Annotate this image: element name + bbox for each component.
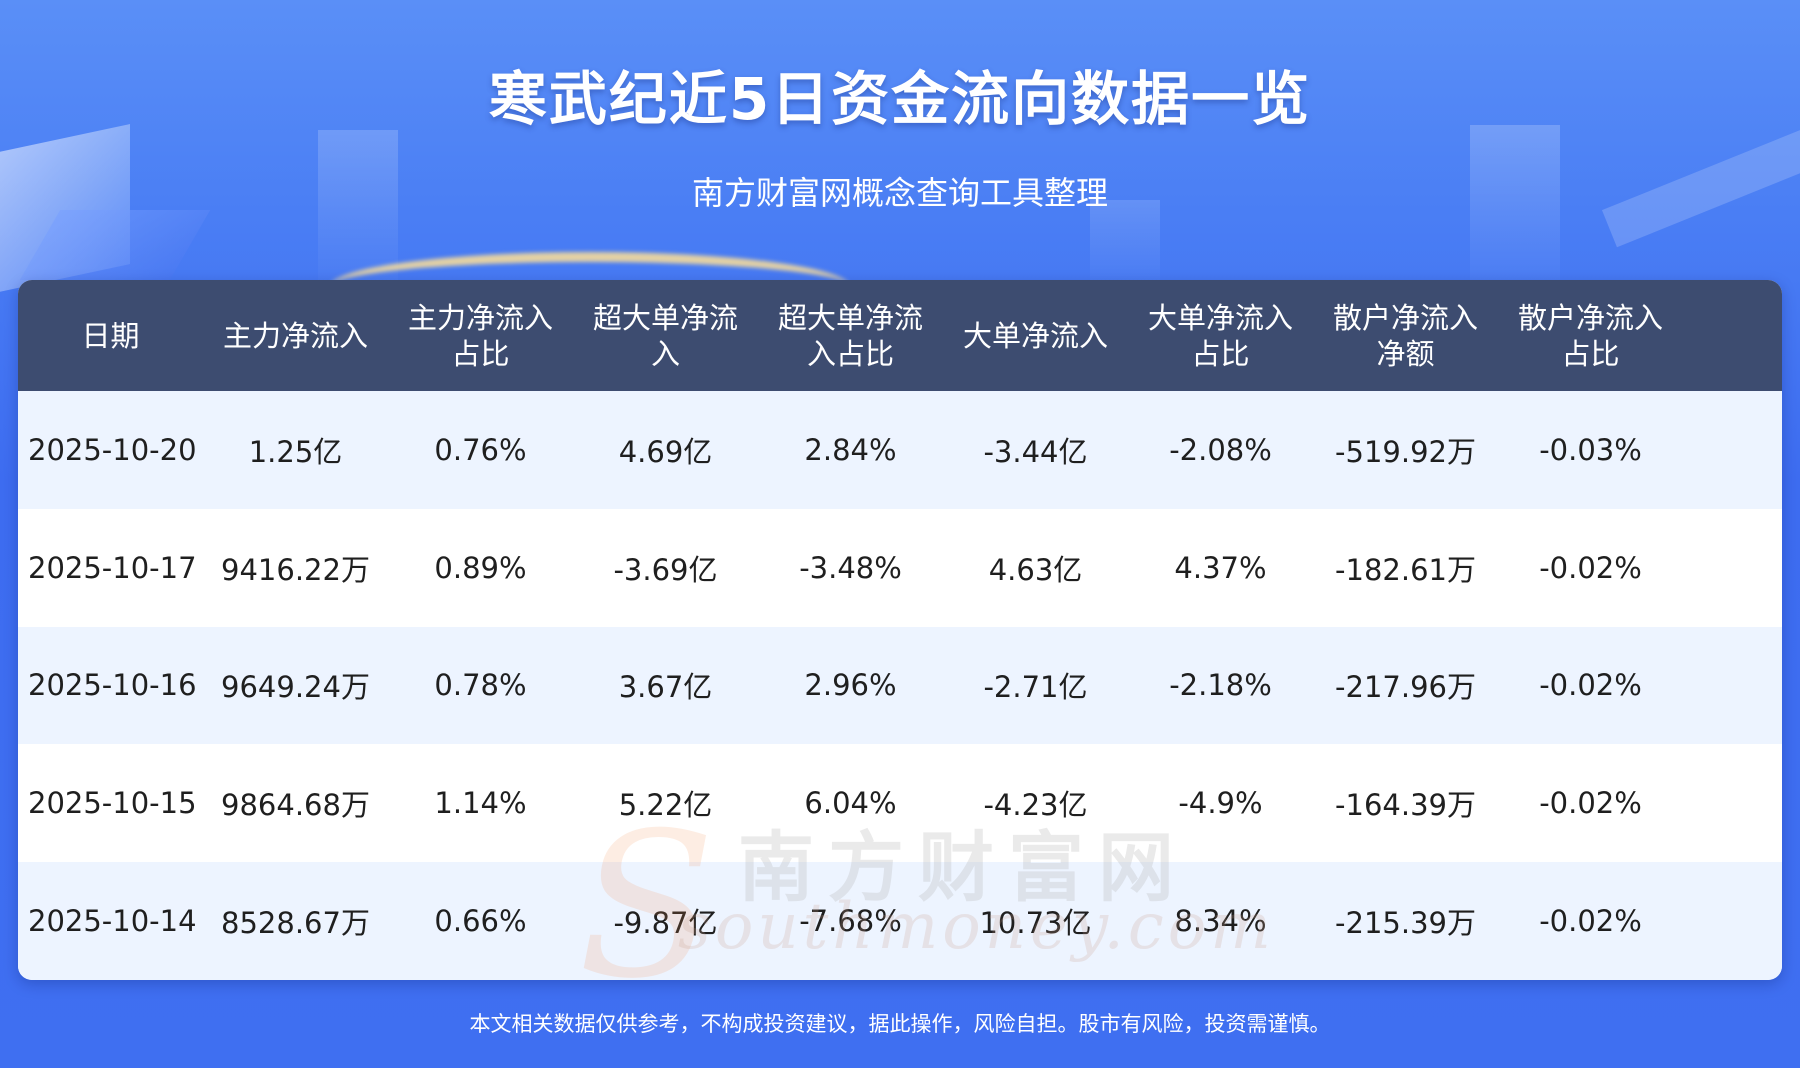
cell-date: 2025-10-20 <box>28 432 197 467</box>
table-row: 2025-10-20 1.25亿 0.76% 4.69亿 2.84% -3.44… <box>18 391 1782 509</box>
cell-large-net-inflow: 10.73亿 <box>979 906 1092 941</box>
cell-large-net-inflow-ratio: -4.9% <box>1178 786 1263 821</box>
cell-super-large-net-inflow: -9.87亿 <box>613 906 718 941</box>
cell-date: 2025-10-14 <box>28 904 197 939</box>
cell-retail-net-inflow-amount: -215.39万 <box>1335 906 1476 941</box>
table-row: 2025-10-15 9864.68万 1.14% 5.22亿 6.04% -4… <box>18 744 1782 863</box>
cell-large-net-inflow: 4.63亿 <box>988 552 1083 587</box>
cell-large-net-inflow-ratio: 8.34% <box>1174 904 1267 939</box>
page-title: 寒武纪近5日资金流向数据一览 <box>488 65 1312 133</box>
cell-retail-net-inflow-ratio: -0.02% <box>1539 550 1642 585</box>
header-super-large-net-inflow-ratio: 超大单净流入占比 <box>777 300 923 371</box>
cell-retail-net-inflow-ratio: -0.02% <box>1539 786 1642 821</box>
header-date: 日期 <box>81 318 140 353</box>
disclaimer: 本文相关数据仅供参考，不构成投资建议，据此操作，风险自担。股市有风险，投资需谨慎… <box>469 1012 1331 1036</box>
cell-main-net-inflow: 1.25亿 <box>248 434 343 469</box>
header-super-large-net-inflow: 超大单净流入 <box>592 300 738 371</box>
cell-main-net-inflow-ratio: 0.78% <box>434 668 527 703</box>
cell-large-net-inflow-ratio: 4.37% <box>1174 550 1267 585</box>
header-large-net-inflow-ratio: 大单净流入占比 <box>1147 300 1293 371</box>
cell-main-net-inflow-ratio: 1.14% <box>434 786 527 821</box>
decorative-pillar <box>1090 200 1160 280</box>
data-table: 日期 主力净流入 主力净流入占比 超大单净流入 超大单净流入占比 大单净流入 大… <box>18 280 1782 980</box>
cell-retail-net-inflow-amount: -519.92万 <box>1335 434 1476 469</box>
cell-super-large-net-inflow-ratio: 2.84% <box>804 432 897 467</box>
cell-retail-net-inflow-amount: -164.39万 <box>1335 788 1476 823</box>
cell-super-large-net-inflow-ratio: 2.96% <box>804 668 897 703</box>
header-large-net-inflow: 大单净流入 <box>962 318 1108 353</box>
table-row: 2025-10-16 9649.24万 0.78% 3.67亿 2.96% -2… <box>18 626 1782 745</box>
cell-retail-net-inflow-amount: -217.96万 <box>1335 670 1476 705</box>
cell-large-net-inflow: -3.44亿 <box>983 434 1088 469</box>
cell-main-net-inflow-ratio: 0.76% <box>434 432 527 467</box>
cell-main-net-inflow: 9416.22万 <box>221 552 370 587</box>
cell-large-net-inflow-ratio: -2.08% <box>1169 432 1272 467</box>
page-subtitle: 南方财富网概念查询工具整理 <box>691 174 1108 212</box>
header-main-net-inflow-ratio: 主力净流入占比 <box>407 300 553 371</box>
cell-super-large-net-inflow-ratio: -7.68% <box>799 904 902 939</box>
decorative-pillar <box>318 130 398 280</box>
decorative-glow-arc <box>330 252 850 322</box>
cell-super-large-net-inflow-ratio: -3.48% <box>799 550 902 585</box>
cell-super-large-net-inflow: 4.69亿 <box>618 434 713 469</box>
table-header: 日期 主力净流入 主力净流入占比 超大单净流入 超大单净流入占比 大单净流入 大… <box>18 280 1782 391</box>
table-row: 2025-10-14 8528.67万 0.66% -9.87亿 -7.68% … <box>18 862 1782 980</box>
cell-date: 2025-10-16 <box>28 668 197 703</box>
cell-large-net-inflow-ratio: -2.18% <box>1169 668 1272 703</box>
cell-super-large-net-inflow: 3.67亿 <box>618 670 713 705</box>
cell-date: 2025-10-15 <box>28 786 197 821</box>
cell-date: 2025-10-17 <box>28 550 197 585</box>
cell-retail-net-inflow-ratio: -0.03% <box>1539 432 1642 467</box>
cell-super-large-net-inflow: 5.22亿 <box>618 788 713 823</box>
header-main-net-inflow: 主力净流入 <box>222 318 368 353</box>
cell-super-large-net-inflow: -3.69亿 <box>613 552 718 587</box>
cell-retail-net-inflow-amount: -182.61万 <box>1335 552 1476 587</box>
cell-retail-net-inflow-ratio: -0.02% <box>1539 668 1642 703</box>
cell-retail-net-inflow-ratio: -0.02% <box>1539 904 1642 939</box>
cell-large-net-inflow: -2.71亿 <box>983 670 1088 705</box>
cell-main-net-inflow: 8528.67万 <box>221 906 370 941</box>
cell-large-net-inflow: -4.23亿 <box>983 788 1088 823</box>
cell-main-net-inflow-ratio: 0.66% <box>434 904 527 939</box>
header-retail-net-inflow-ratio: 散户净流入占比 <box>1517 300 1663 371</box>
cell-super-large-net-inflow-ratio: 6.04% <box>804 786 897 821</box>
cell-main-net-inflow-ratio: 0.89% <box>434 550 527 585</box>
decorative-pillar <box>1470 125 1560 285</box>
header-retail-net-inflow-amount: 散户净流入净额 <box>1332 300 1478 371</box>
table-row: 2025-10-17 9416.22万 0.89% -3.69亿 -3.48% … <box>18 508 1782 627</box>
cell-main-net-inflow: 9649.24万 <box>221 670 370 705</box>
cell-main-net-inflow: 9864.68万 <box>221 788 370 823</box>
